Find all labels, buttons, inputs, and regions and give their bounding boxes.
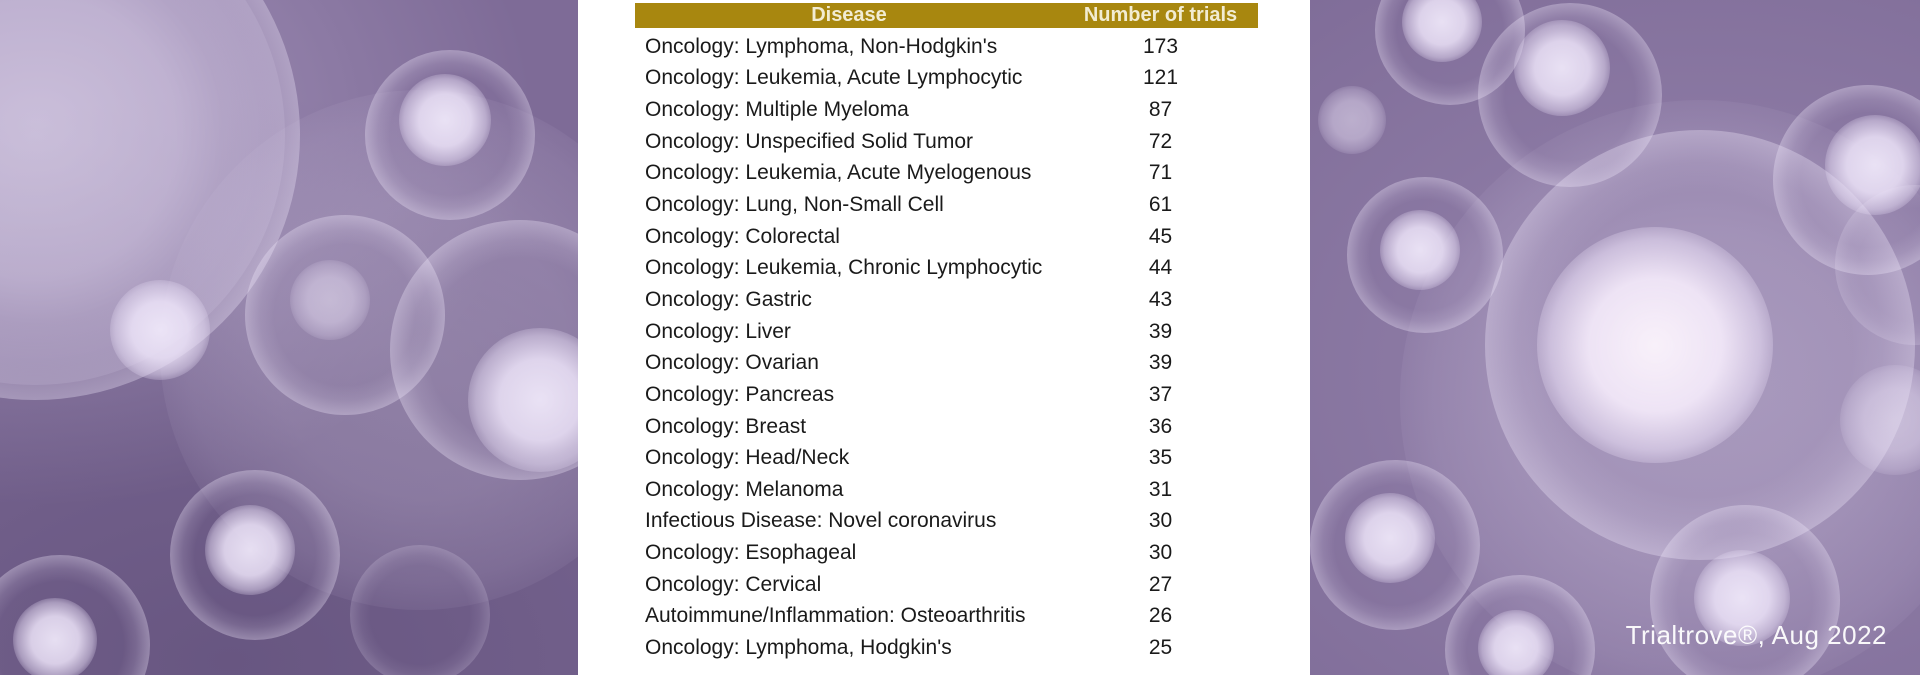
cell-nucleus <box>1537 227 1773 463</box>
disease-cell: Oncology: Lung, Non-Small Cell <box>645 193 944 217</box>
cell-nucleus <box>1694 550 1790 646</box>
table-row: Oncology: Esophageal 30 <box>635 537 1258 569</box>
cell-nucleus <box>1514 20 1610 116</box>
cell-nucleus <box>1478 610 1554 675</box>
table-row: Oncology: Lung, Non-Small Cell 61 <box>635 189 1258 221</box>
cell-nucleus <box>1402 0 1482 62</box>
table-row: Oncology: Melanoma 31 <box>635 474 1258 506</box>
cell-nucleus <box>205 505 295 595</box>
trials-cell: 35 <box>1148 446 1173 470</box>
table-row: Oncology: Leukemia, Acute Myelogenous 71 <box>635 158 1258 190</box>
trials-cell: 173 <box>1142 34 1179 58</box>
trials-column-header: Number of trials <box>1083 4 1238 26</box>
disease-cell: Oncology: Esophageal <box>645 541 857 565</box>
table-body: Oncology: Lymphoma, Non-Hodgkin's 173 On… <box>635 31 1258 664</box>
trials-cell: 45 <box>1148 224 1173 248</box>
cell-blob <box>350 545 490 675</box>
trials-cell: 37 <box>1148 382 1173 406</box>
table-row: Oncology: Breast 36 <box>635 411 1258 443</box>
disease-cell: Oncology: Head/Neck <box>645 446 850 470</box>
trials-cell: 87 <box>1148 98 1173 122</box>
trials-cell: 31 <box>1148 477 1173 501</box>
trials-cell: 25 <box>1148 635 1173 659</box>
disease-cell: Oncology: Multiple Myeloma <box>645 98 909 122</box>
table-row: Oncology: Lymphoma, Hodgkin's 25 <box>635 632 1258 664</box>
cell-nucleus <box>1840 365 1920 475</box>
table-row: Infectious Disease: Novel coronavirus 30 <box>635 506 1258 538</box>
table-row: Oncology: Unspecified Solid Tumor 72 <box>635 126 1258 158</box>
cell-nucleus <box>1825 115 1920 215</box>
disease-cell: Oncology: Breast <box>645 414 807 438</box>
trials-cell: 36 <box>1148 414 1173 438</box>
trials-cell: 72 <box>1148 129 1173 153</box>
source-watermark: Trialtrove®, Aug 2022 <box>1625 620 1887 650</box>
table-row: Oncology: Head/Neck 35 <box>635 442 1258 474</box>
trials-cell: 121 <box>1142 66 1179 90</box>
cell-nucleus <box>290 260 370 340</box>
table-panel: Disease Number of trials Oncology: Lymph… <box>578 0 1310 675</box>
table-header-row: Disease Number of trials <box>635 3 1258 28</box>
disease-cell: Oncology: Melanoma <box>645 477 844 501</box>
disease-cell: Oncology: Leukemia, Acute Lymphocytic <box>645 66 1023 90</box>
trials-cell: 26 <box>1148 604 1173 628</box>
disease-cell: Oncology: Pancreas <box>645 382 835 406</box>
cell-nucleus <box>1318 86 1386 154</box>
table-row: Oncology: Cervical 27 <box>635 569 1258 601</box>
table-row: Autoimmune/Inflammation: Osteoarthritis … <box>635 601 1258 633</box>
trials-table: Disease Number of trials Oncology: Lymph… <box>635 3 1258 664</box>
disease-cell: Oncology: Leukemia, Acute Myelogenous <box>645 161 1032 185</box>
trials-cell: 39 <box>1148 319 1173 343</box>
disease-cell: Oncology: Lymphoma, Non-Hodgkin's <box>645 34 998 58</box>
trials-cell: 61 <box>1148 193 1173 217</box>
disease-cell: Oncology: Leukemia, Chronic Lymphocytic <box>645 256 1043 280</box>
table-row: Oncology: Multiple Myeloma 87 <box>635 94 1258 126</box>
trials-cell: 27 <box>1148 572 1173 596</box>
cell-nucleus <box>13 598 97 675</box>
table-row: Oncology: Lymphoma, Non-Hodgkin's 173 <box>635 31 1258 63</box>
cell-nucleus <box>110 280 210 380</box>
disease-cell: Oncology: Lymphoma, Hodgkin's <box>645 635 952 659</box>
disease-cell: Infectious Disease: Novel coronavirus <box>645 509 997 533</box>
trials-cell: 30 <box>1148 509 1173 533</box>
disease-column-header: Disease <box>811 4 887 26</box>
trials-cell: 43 <box>1148 287 1173 311</box>
table-row: Oncology: Leukemia, Chronic Lymphocytic … <box>635 252 1258 284</box>
table-row: Oncology: Liver 39 <box>635 316 1258 348</box>
disease-cell: Oncology: Gastric <box>645 287 812 311</box>
disease-cell: Oncology: Ovarian <box>645 351 819 375</box>
cell-nucleus <box>1345 493 1435 583</box>
disease-cell: Autoimmune/Inflammation: Osteoarthritis <box>645 604 1026 628</box>
table-row: Oncology: Ovarian 39 <box>635 347 1258 379</box>
disease-cell: Oncology: Colorectal <box>645 224 840 248</box>
table-row: Oncology: Gastric 43 <box>635 284 1258 316</box>
table-row: Oncology: Leukemia, Acute Lymphocytic 12… <box>635 63 1258 95</box>
trials-cell: 71 <box>1148 161 1173 185</box>
table-row: Oncology: Colorectal 45 <box>635 221 1258 253</box>
trials-cell: 44 <box>1148 256 1173 280</box>
disease-cell: Oncology: Unspecified Solid Tumor <box>645 129 973 153</box>
trials-cell: 39 <box>1148 351 1173 375</box>
trials-cell: 30 <box>1148 541 1173 565</box>
cell-nucleus <box>399 74 491 166</box>
cell-nucleus <box>1380 210 1460 290</box>
table-row: Oncology: Pancreas 37 <box>635 379 1258 411</box>
disease-cell: Oncology: Cervical <box>645 572 822 596</box>
disease-cell: Oncology: Liver <box>645 319 791 343</box>
